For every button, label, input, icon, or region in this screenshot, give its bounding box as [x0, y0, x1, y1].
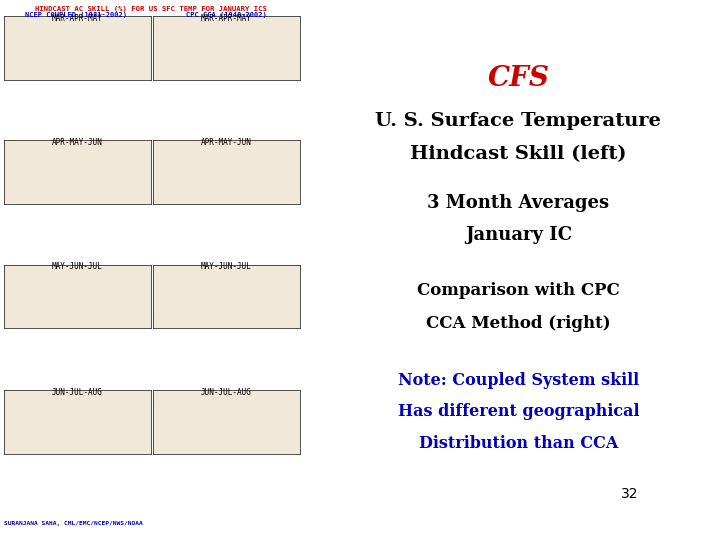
Text: MAY-JUN-JUL: MAY-JUN-JUL: [201, 262, 252, 272]
Text: CPC CCA (1948-2002): CPC CCA (1948-2002): [186, 12, 267, 18]
Text: JUN-JUL-AUG: JUN-JUL-AUG: [52, 388, 103, 397]
Text: Has different geographical: Has different geographical: [397, 403, 639, 420]
Text: 32: 32: [621, 487, 639, 501]
Text: January IC: January IC: [465, 226, 572, 244]
Text: SURANJANA SAHA, CML/EMC/NCEP/NWS/NOAA: SURANJANA SAHA, CML/EMC/NCEP/NWS/NOAA: [4, 522, 143, 526]
Text: CFS: CFS: [487, 65, 549, 92]
Text: APR-MAY-JUN: APR-MAY-JUN: [52, 138, 103, 147]
Text: NCEP COUPLED (1981-2002): NCEP COUPLED (1981-2002): [24, 12, 127, 18]
Text: MAY-JUN-JUL: MAY-JUN-JUL: [52, 262, 103, 272]
Text: MAR-APR-MAY: MAR-APR-MAY: [52, 14, 103, 23]
Text: Hindcast Skill (left): Hindcast Skill (left): [410, 145, 626, 163]
Text: Comparison with CPC: Comparison with CPC: [417, 282, 620, 299]
Text: Note: Coupled System skill: Note: Coupled System skill: [398, 372, 639, 389]
Text: HINDCAST AC SKILL (%) FOR US SFC TEMP FOR JANUARY ICS: HINDCAST AC SKILL (%) FOR US SFC TEMP FO…: [35, 6, 267, 12]
Text: U. S. Surface Temperature: U. S. Surface Temperature: [375, 112, 662, 131]
Text: Distribution than CCA: Distribution than CCA: [419, 435, 618, 453]
Text: JUN-JUL-AUG: JUN-JUL-AUG: [201, 388, 252, 397]
Text: MAR-APR-MAY: MAR-APR-MAY: [201, 14, 252, 23]
Text: CCA Method (right): CCA Method (right): [426, 315, 611, 333]
Text: APR-MAY-JUN: APR-MAY-JUN: [201, 138, 252, 147]
Text: 3 Month Averages: 3 Month Averages: [428, 193, 609, 212]
